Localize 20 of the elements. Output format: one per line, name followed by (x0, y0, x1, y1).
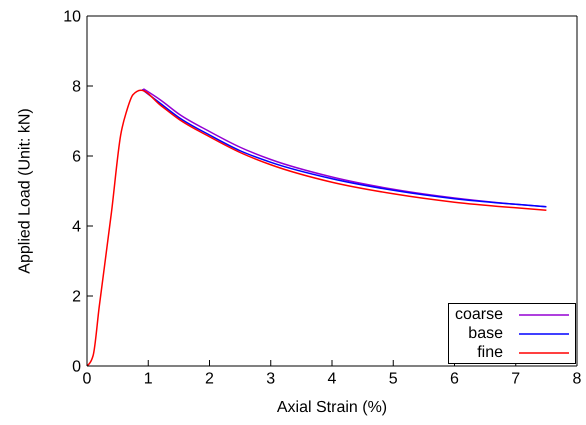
y-tick-label: 2 (72, 288, 82, 306)
y-tick-label: 8 (72, 78, 82, 96)
y-tick-label: 6 (72, 148, 82, 166)
legend-label: coarse (454, 305, 503, 324)
x-tick-label: 4 (328, 370, 337, 388)
x-tick-label: 2 (205, 370, 214, 388)
x-tick-label: 3 (266, 370, 276, 388)
x-axis-title: Axial Strain (%) (276, 399, 388, 416)
y-tick-label: 0 (72, 358, 82, 376)
x-tick-label: 7 (511, 370, 520, 388)
y-axis-title: Applied Load (Unit: kN) (16, 108, 34, 274)
legend-label: base (468, 324, 503, 343)
y-tick-label: 4 (72, 218, 82, 236)
x-tick-label: 8 (572, 370, 582, 388)
x-tick-label: 5 (388, 370, 398, 388)
x-tick-label: 1 (144, 370, 153, 388)
x-tick-label: 6 (450, 370, 460, 388)
y-tick-label: 10 (63, 8, 82, 26)
legend-label: fine (477, 343, 503, 362)
line-series (87, 89, 548, 366)
